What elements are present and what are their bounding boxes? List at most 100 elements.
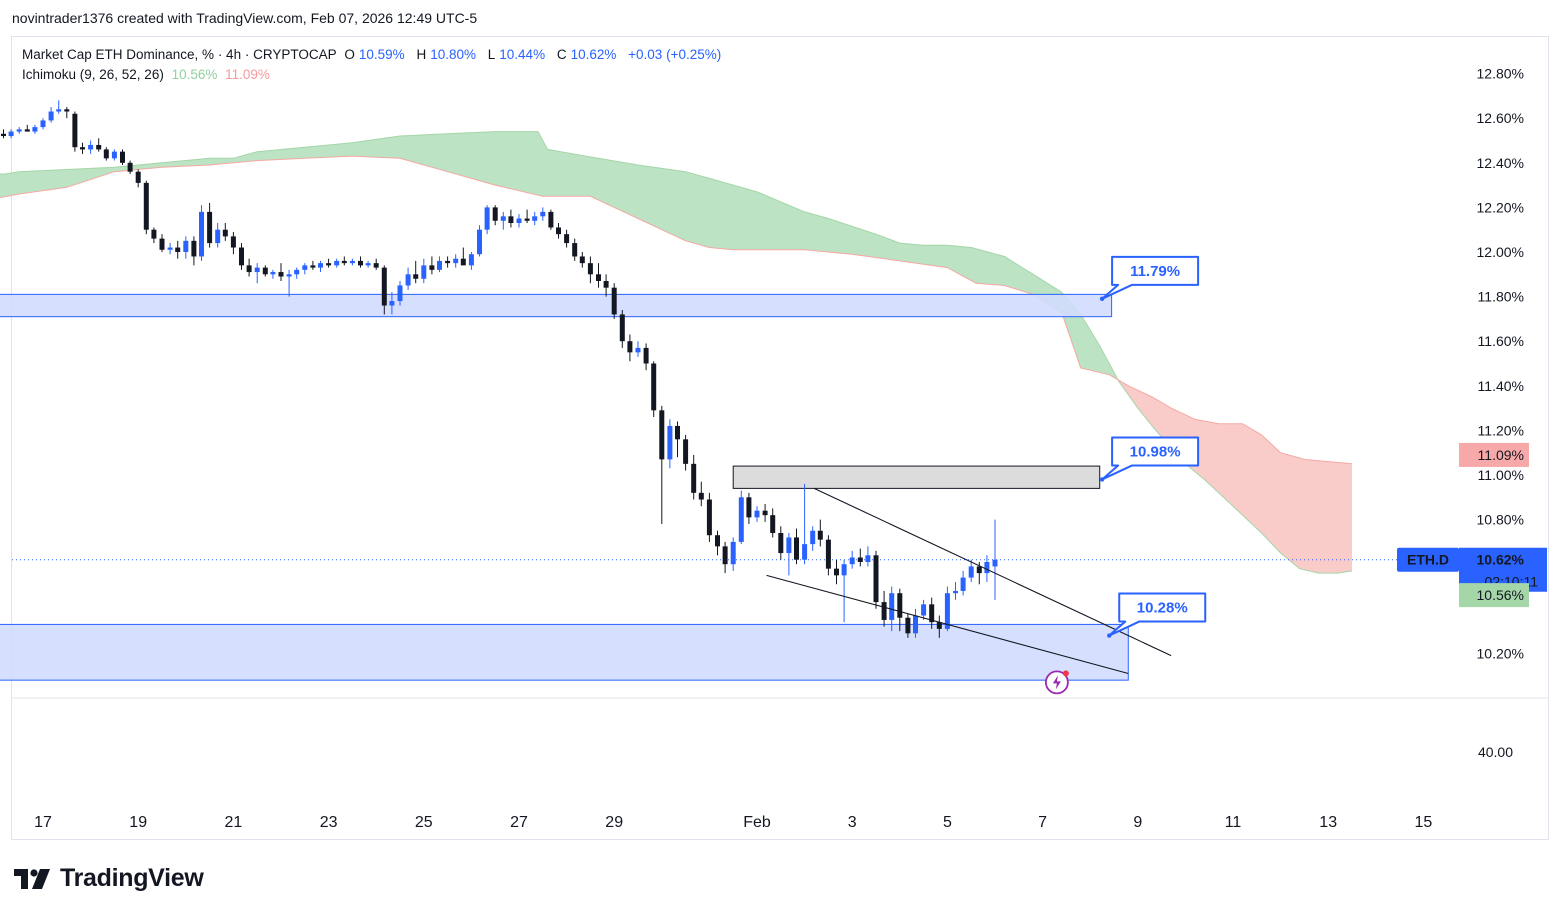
tradingview-logo-text: TradingView <box>60 864 204 892</box>
symbol-title[interactable]: Market Cap ETH Dominance, % · 4h · CRYPT… <box>22 47 337 62</box>
candle-body <box>706 499 712 536</box>
candle-body <box>32 127 38 132</box>
candle-body <box>770 515 776 533</box>
candle-body <box>857 557 863 562</box>
indicator-value-b: 11.09% <box>225 67 270 82</box>
x-tick-label: 15 <box>1415 814 1433 831</box>
indicator-legend-row[interactable]: Ichimoku (9, 26, 52, 26) 10.56% 11.09% <box>22 65 725 85</box>
candle-body <box>968 566 974 578</box>
candle-body <box>873 555 879 603</box>
candle-body <box>318 263 324 268</box>
candle-body <box>619 314 625 342</box>
last-price-label: 10.62% <box>1477 552 1525 568</box>
candle-body <box>532 216 538 221</box>
leading-span-a-line <box>0 131 1353 574</box>
callout-label: 10.98% <box>1130 443 1181 460</box>
ichimoku-b-label: 10.56% <box>1477 587 1524 603</box>
candle-body <box>841 564 847 576</box>
candle-body <box>80 147 86 150</box>
symbol-legend-row[interactable]: Market Cap ETH Dominance, % · 4h · CRYPT… <box>22 45 725 65</box>
y-tick-label: 11.20% <box>1478 422 1524 438</box>
candle-body <box>944 593 950 629</box>
x-tick-label: 3 <box>848 814 857 831</box>
alert-icon-bolt <box>1052 675 1061 690</box>
candle-body <box>754 510 760 518</box>
candle-body <box>119 151 125 163</box>
y-tick-label: 11.40% <box>1478 378 1524 394</box>
candle-body <box>476 229 482 255</box>
candle-body <box>397 285 403 302</box>
ohlc-low: L 10.44% <box>487 47 546 62</box>
candle-body <box>936 622 942 629</box>
candle-body <box>817 530 823 540</box>
candle-body <box>286 274 292 277</box>
candle-body <box>667 425 673 460</box>
candle-body <box>127 162 133 172</box>
candle-body <box>151 229 157 239</box>
y-tick-label: 10.20% <box>1477 645 1524 661</box>
callout-anchor-dot <box>1099 296 1105 302</box>
candle-body <box>294 269 300 275</box>
candle-body <box>762 510 768 516</box>
candle-body <box>976 566 982 574</box>
candle-body <box>389 301 395 306</box>
candle-body <box>881 602 887 620</box>
candle-body <box>659 410 665 460</box>
x-tick-label: 11 <box>1225 814 1242 831</box>
candle-body <box>992 559 998 567</box>
candle-body <box>556 227 562 235</box>
candle-body <box>445 260 451 264</box>
alert-icon <box>1044 670 1069 695</box>
support-zone <box>0 623 1129 681</box>
candle-body <box>738 497 744 542</box>
candle-body <box>675 425 681 440</box>
y-tick-label: 12.40% <box>1477 155 1524 171</box>
callout-anchor-dot <box>1107 633 1112 638</box>
candle-body <box>437 260 443 270</box>
x-tick-label: 29 <box>605 814 623 831</box>
indicator-title[interactable]: Ichimoku (9, 26, 52, 26) <box>22 67 164 82</box>
candle-body <box>159 238 165 250</box>
y-tick-label: 12.20% <box>1477 199 1524 215</box>
alert-icon-dot <box>1062 670 1069 677</box>
candle-body <box>635 347 641 353</box>
candle-body <box>262 267 268 275</box>
ichimoku-cloud <box>0 131 1353 574</box>
candle-body <box>270 272 276 275</box>
candle-body <box>905 617 911 634</box>
tradingview-logo[interactable]: TradingView <box>14 864 204 893</box>
candle-body <box>254 267 260 273</box>
candle-body <box>302 265 308 270</box>
candle-body <box>508 216 514 224</box>
cloud-segment <box>1116 376 1352 574</box>
ohlc-close: C 10.62% <box>556 47 617 62</box>
candle-body <box>143 182 149 230</box>
candles <box>0 100 998 638</box>
y-tick-label: 11.80% <box>1478 289 1524 305</box>
candle-body <box>865 555 871 562</box>
ichimoku-b-badge <box>1459 583 1529 608</box>
candle-body <box>421 265 427 279</box>
candle-body <box>56 109 62 112</box>
candle-body <box>357 260 363 266</box>
x-tick-label: 13 <box>1319 814 1337 831</box>
candle-body <box>16 129 22 132</box>
price-callout: 11.79% <box>1099 255 1200 302</box>
candle-body <box>849 557 855 565</box>
leading-span-b-line <box>0 155 1353 465</box>
candle-body <box>40 120 46 128</box>
candle-body <box>794 537 800 560</box>
candle-body <box>453 258 459 264</box>
candle-body <box>579 256 585 264</box>
ichimoku-a-label: 11.09% <box>1478 447 1524 463</box>
candle-body <box>810 530 816 545</box>
candle-body <box>215 229 221 244</box>
y-tick-label: 12.60% <box>1477 110 1524 126</box>
candle-body <box>825 539 831 569</box>
supply-zone <box>732 465 1101 489</box>
candle-body <box>746 497 752 518</box>
candle-body <box>334 260 340 266</box>
candle-body <box>913 615 919 634</box>
x-tick-label: Feb <box>743 814 771 831</box>
